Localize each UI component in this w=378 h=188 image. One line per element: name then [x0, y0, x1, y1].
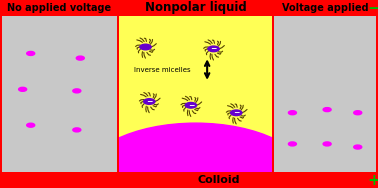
Bar: [119, 16, 272, 172]
Circle shape: [288, 111, 296, 115]
Text: Colloid: Colloid: [197, 175, 240, 185]
Circle shape: [82, 123, 309, 188]
Text: −: −: [188, 101, 194, 110]
Bar: [2, 16, 117, 172]
Circle shape: [19, 87, 26, 91]
Circle shape: [76, 56, 84, 60]
Circle shape: [231, 110, 242, 116]
Text: +: +: [367, 173, 378, 188]
Circle shape: [27, 52, 35, 55]
Text: −: −: [146, 97, 152, 106]
Circle shape: [288, 142, 296, 146]
Circle shape: [354, 145, 362, 149]
Circle shape: [323, 108, 331, 112]
Circle shape: [27, 123, 35, 127]
Text: −: −: [211, 44, 217, 53]
Text: −: −: [233, 108, 239, 117]
Circle shape: [208, 46, 219, 52]
Bar: [274, 16, 376, 172]
Circle shape: [354, 111, 362, 115]
Circle shape: [140, 44, 151, 50]
Circle shape: [144, 99, 155, 104]
Circle shape: [73, 89, 81, 93]
Text: No applied voltage: No applied voltage: [8, 3, 112, 13]
Text: Voltage applied: Voltage applied: [282, 3, 369, 13]
Circle shape: [185, 102, 197, 108]
Text: Nonpolar liquid: Nonpolar liquid: [145, 2, 246, 14]
Text: Inverse micelles: Inverse micelles: [134, 67, 191, 73]
Circle shape: [73, 128, 81, 132]
Text: −: −: [367, 1, 378, 16]
Circle shape: [323, 142, 331, 146]
